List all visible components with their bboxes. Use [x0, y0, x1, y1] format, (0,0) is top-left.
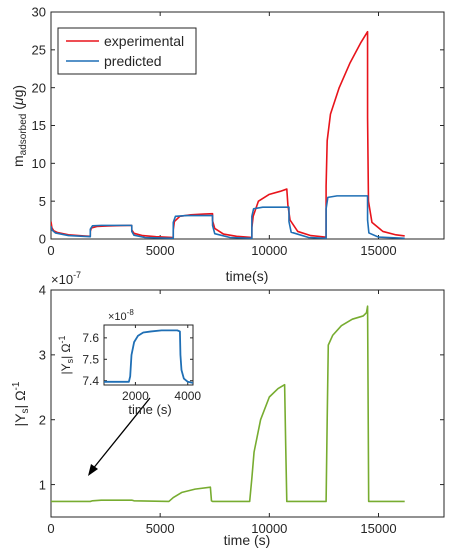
bottom-x-tick-label: 0 — [47, 521, 54, 536]
inset-x-axis-label: time (s) — [128, 402, 171, 417]
inset-axis-ticks: 2000 4000 7.4 7.5 7.6 — [82, 325, 201, 403]
inset-y-tick-label: 7.4 — [82, 374, 99, 388]
top-x-axis-label: time(s) — [226, 268, 269, 284]
bottom-x-tick-label: 15000 — [360, 521, 396, 536]
bottom-series-line-0 — [51, 305, 405, 503]
bottom-chart: 0 5000 10000 15000 1 2 3 4 ×10-7 |Ys| Ω-1 time … — [11, 270, 445, 548]
bottom-y-tick-label: 4 — [39, 283, 46, 298]
top-y-tick-label: 15 — [32, 118, 46, 133]
annotation-arrow — [88, 397, 151, 476]
top-x-tick-label: 15000 — [360, 243, 396, 258]
legend-predicted-label: predicted — [104, 53, 162, 69]
inset-series-line-0 — [104, 329, 193, 384]
inset-y-axis-label: |Ys| Ω-1 — [57, 335, 75, 374]
legend-box — [57, 27, 197, 75]
top-y-tick-label: 20 — [32, 80, 46, 95]
bottom-y-exponent: ×10-7 — [51, 270, 81, 287]
top-legend: experimental predicted — [57, 27, 197, 75]
legend-experimental-label: experimental — [104, 33, 184, 49]
bottom-y-tick-label: 2 — [39, 412, 46, 427]
inset-y-tick-label: 7.6 — [82, 331, 99, 345]
bottom-axis-ticks: 0 5000 10000 15000 1 2 3 4 — [39, 283, 444, 536]
top-y-tick-label: 0 — [39, 232, 46, 247]
bottom-y-tick-label: 1 — [39, 477, 46, 492]
inset-y-tick-label: 7.5 — [82, 353, 99, 367]
top-series-experimental — [51, 30, 405, 239]
top-x-tick-label: 5000 — [146, 243, 175, 258]
top-x-tick-label: 10000 — [251, 243, 287, 258]
bottom-x-tick-label: 5000 — [146, 521, 175, 536]
top-y-tick-label: 10 — [32, 156, 46, 171]
bottom-x-axis-label: time (s) — [224, 532, 271, 548]
top-y-tick-label: 5 — [39, 194, 46, 209]
top-y-tick-label: 25 — [32, 43, 46, 58]
top-y-axis-label: madsorbed (μg) — [10, 85, 29, 167]
top-y-tick-label: 30 — [32, 5, 46, 20]
top-series-predicted — [51, 195, 405, 239]
inset-series-group — [104, 329, 193, 384]
bottom-plot-area — [50, 289, 445, 518]
inset-x-tick-label: 2000 — [122, 389, 149, 403]
inset-plot-area — [103, 324, 194, 386]
inset-x-tick-label: 4000 — [174, 389, 201, 403]
top-axis-ticks: 0 5000 10000 15000 0 5 10 15 20 25 30 — [32, 5, 444, 258]
bottom-series-group — [51, 305, 405, 503]
top-chart: 0 5000 10000 15000 0 5 10 15 20 25 30 experimental… — [10, 5, 445, 284]
top-series-group — [51, 30, 405, 239]
bottom-y-axis-label: |Ys| Ω-1 — [11, 381, 31, 426]
bottom-x-tick-label: 10000 — [251, 521, 287, 536]
top-x-tick-label: 0 — [47, 243, 54, 258]
bottom-y-tick-label: 3 — [39, 348, 46, 363]
